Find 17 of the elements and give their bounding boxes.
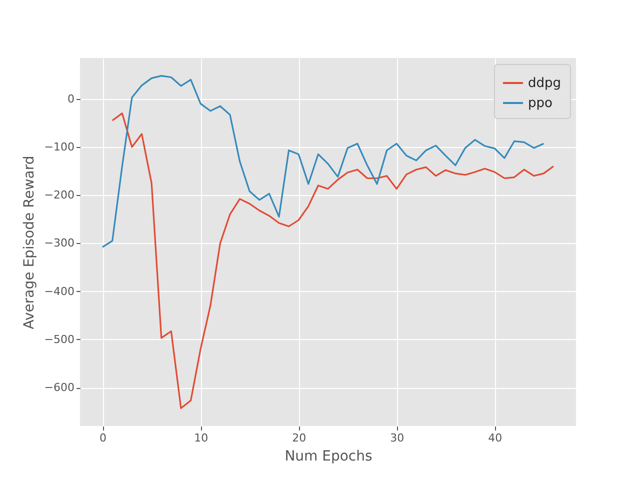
legend-label: ddpg <box>528 76 562 91</box>
y-tick-label: −300 <box>44 236 74 250</box>
y-tick-label: −500 <box>44 332 74 346</box>
y-tick-label: −600 <box>44 381 74 394</box>
y-tick-label: −200 <box>44 188 74 202</box>
y-tick-label: −400 <box>44 284 74 298</box>
x-tick-label: 20 <box>292 432 306 444</box>
y-axis-title: Average Episode Reward <box>21 156 38 330</box>
x-tick-label: 40 <box>488 432 502 444</box>
y-tick-label: −100 <box>44 140 74 154</box>
x-tick-label: 10 <box>194 432 208 444</box>
x-axis-title: Num Epochs <box>284 448 372 464</box>
y-tick-label: 0 <box>68 92 74 106</box>
line-series <box>112 112 554 409</box>
x-tick-label: 0 <box>100 432 107 444</box>
legend-label: ppo <box>528 96 553 111</box>
x-tick-label: 30 <box>390 432 404 444</box>
